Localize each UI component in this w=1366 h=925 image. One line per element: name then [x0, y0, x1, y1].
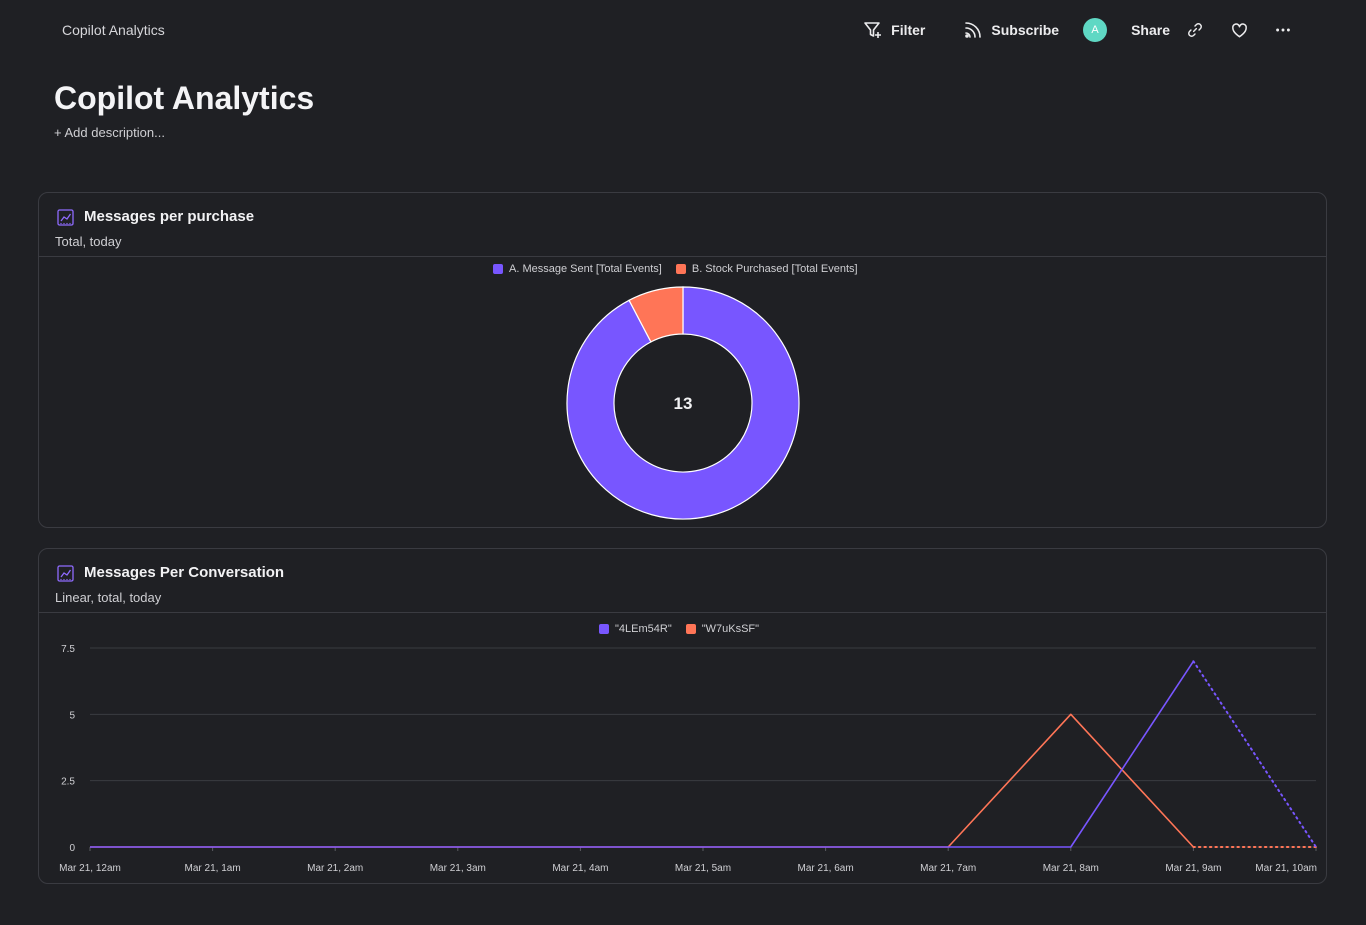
x-tick-label: Mar 21, 1am	[185, 863, 241, 874]
favorite-button[interactable]	[1228, 19, 1250, 41]
messages-per-conversation-card: Messages Per Conversation Linear, total,…	[38, 548, 1327, 884]
breadcrumb[interactable]: Copilot Analytics	[62, 22, 165, 38]
legend-label: B. Stock Purchased [Total Events]	[691, 263, 858, 275]
card-title[interactable]: Messages Per Conversation	[84, 564, 285, 581]
x-tick-label: Mar 21, 2am	[307, 863, 363, 874]
rss-icon	[965, 22, 982, 38]
card-header: Messages per purchase Total, today	[39, 193, 1326, 257]
header-actions: Filter Subscribe A Share	[863, 17, 1294, 43]
line-chart-icon	[57, 565, 74, 582]
legend-swatch	[493, 264, 503, 274]
link-icon	[1188, 23, 1202, 37]
filter-label: Filter	[891, 22, 926, 38]
x-tick-label: Mar 21, 4am	[552, 863, 608, 874]
donut-slice-stock-purchased[interactable]	[628, 286, 684, 343]
legend-label: A. Message Sent [Total Events]	[509, 263, 662, 275]
legend-item-4lem54r[interactable]: "4LEm54R"	[599, 623, 672, 635]
subscribe-button[interactable]: Subscribe	[963, 20, 1059, 40]
donut-center-label: 13	[674, 394, 693, 413]
x-tick-label: Mar 21, 12am	[59, 863, 121, 874]
x-tick-label: Mar 21, 3am	[430, 863, 486, 874]
more-options-button[interactable]	[1272, 19, 1294, 41]
filter-button[interactable]: Filter	[863, 20, 925, 40]
series-line-0[interactable]	[90, 660, 1195, 848]
filter-icon	[864, 22, 882, 38]
card-title[interactable]: Messages per purchase	[84, 208, 255, 225]
card-subtitle: Total, today	[55, 234, 122, 249]
donut-slice-message-sent[interactable]	[566, 286, 800, 520]
series-projection-0	[1192, 660, 1317, 848]
legend-swatch	[685, 624, 696, 634]
y-tick-label: 5	[69, 710, 75, 721]
donut-chart: 13	[566, 286, 800, 520]
y-tick-label: 2.5	[61, 777, 75, 788]
chart-legend: "4LEm54R" "W7uKsSF"	[599, 623, 759, 635]
legend-swatch	[599, 624, 609, 634]
x-tick-label: Mar 21, 10am	[1255, 863, 1317, 874]
x-tick-label: Mar 21, 5am	[675, 863, 731, 874]
more-icon	[1276, 28, 1290, 32]
legend-swatch	[675, 264, 686, 274]
legend-label: "W7uKsSF"	[701, 623, 760, 635]
add-description-link[interactable]: + Add description...	[54, 125, 165, 140]
legend-item-b[interactable]: B. Stock Purchased [Total Events]	[675, 263, 858, 275]
messages-per-purchase-card: Messages per purchase Total, today A. Me…	[38, 192, 1327, 528]
copy-link-button[interactable]	[1184, 19, 1206, 41]
page-title: Copilot Analytics	[54, 80, 315, 116]
subscribe-label: Subscribe	[991, 22, 1060, 38]
x-tick-label: Mar 21, 6am	[798, 863, 854, 874]
y-tick-label: 0	[69, 843, 75, 854]
avatar[interactable]: A	[1083, 18, 1108, 42]
legend-item-w7uksf[interactable]: "W7uKsSF"	[685, 623, 760, 635]
chart-legend: A. Message Sent [Total Events] B. Stock …	[493, 263, 858, 275]
card-subtitle: Linear, total, today	[55, 590, 162, 605]
legend-label: "4LEm54R"	[615, 623, 672, 635]
y-tick-label: 7.5	[61, 644, 75, 655]
x-tick-label: Mar 21, 7am	[920, 863, 976, 874]
top-bar: Copilot Analytics Filter Subscribe A Sha…	[0, 0, 1366, 60]
x-tick-label: Mar 21, 8am	[1043, 863, 1099, 874]
card-header: Messages Per Conversation Linear, total,…	[39, 549, 1326, 613]
line-chart-icon	[57, 209, 74, 226]
share-button[interactable]: Share	[1131, 22, 1170, 38]
legend-item-a[interactable]: A. Message Sent [Total Events]	[493, 263, 662, 275]
x-tick-label: Mar 21, 9am	[1165, 863, 1221, 874]
line-chart: 0 2.5 5 7.5 Mar 21, 12am Mar 21, 1am Mar 21, 2…	[59, 644, 1317, 874]
heart-icon	[1231, 22, 1247, 37]
